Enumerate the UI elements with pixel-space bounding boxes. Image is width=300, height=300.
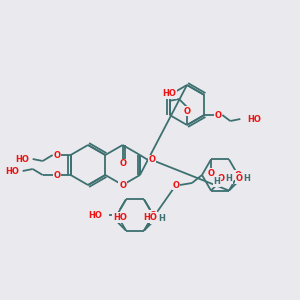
Text: O: O [184, 106, 190, 116]
Text: O: O [119, 181, 126, 190]
Text: O: O [151, 214, 158, 223]
Text: HO: HO [16, 154, 30, 164]
Text: O: O [172, 181, 179, 190]
Text: O: O [215, 110, 222, 119]
Text: HO: HO [113, 213, 127, 222]
Text: O: O [148, 155, 155, 164]
Text: H: H [159, 214, 165, 223]
Text: O: O [53, 151, 60, 160]
Text: H: H [214, 177, 220, 186]
Text: O: O [119, 160, 126, 169]
Text: O: O [218, 174, 224, 183]
Text: HO: HO [6, 167, 20, 176]
Text: HO: HO [143, 213, 157, 222]
Text: O: O [236, 174, 242, 183]
Text: HO: HO [248, 115, 261, 124]
Text: O: O [235, 170, 242, 179]
Text: H: H [226, 174, 232, 183]
Text: O: O [53, 170, 60, 179]
Text: H: H [244, 174, 250, 183]
Text: HO: HO [162, 89, 176, 98]
Text: HO: HO [88, 211, 102, 220]
Text: O: O [149, 211, 157, 220]
Text: O: O [208, 169, 214, 178]
